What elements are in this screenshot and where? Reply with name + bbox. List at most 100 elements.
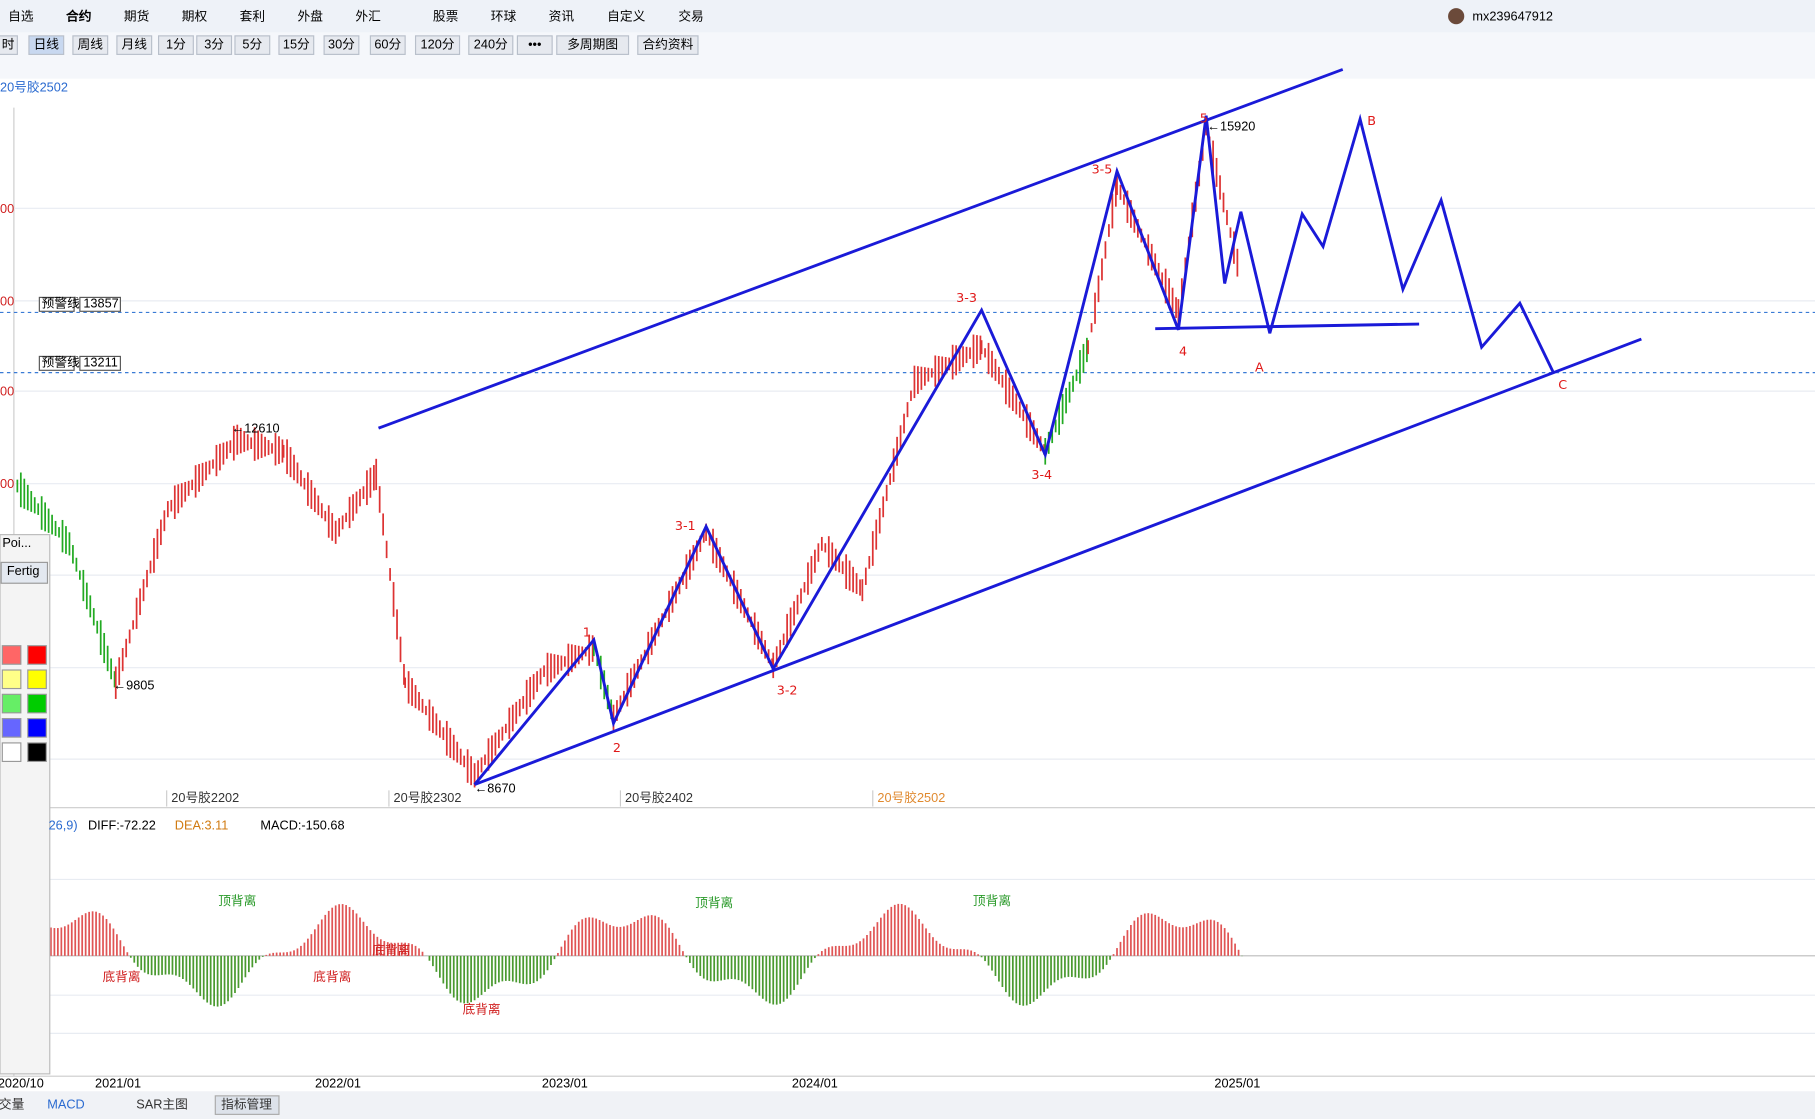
period-button[interactable] [468, 35, 514, 55]
period-label[interactable]: 60分 [374, 36, 401, 51]
period-button[interactable] [28, 35, 65, 55]
bottom-tab[interactable]: SAR主图 [136, 1096, 188, 1111]
price-label: ←12610 [232, 421, 280, 436]
menu-item[interactable]: 环球 [491, 9, 517, 24]
x-axis-label: 2020/10 [0, 1076, 44, 1091]
palette-swatches [1, 645, 47, 763]
user-name: mx239647912 [1472, 9, 1553, 24]
swatch[interactable] [27, 693, 47, 714]
period-button[interactable] [196, 35, 233, 55]
contract-label: 20号胶2502 [877, 790, 945, 805]
menu-item[interactable]: 期权 [182, 9, 208, 24]
period-label[interactable]: 合约资料 [642, 36, 693, 51]
period-button[interactable] [637, 35, 699, 55]
grid [13, 207, 1815, 1034]
menu-item[interactable]: 交易 [678, 9, 703, 24]
tab[interactable] [214, 1095, 280, 1115]
swatch[interactable] [27, 645, 47, 665]
period-button[interactable] [556, 35, 630, 55]
period-button[interactable] [72, 35, 109, 55]
alert-tag [79, 355, 121, 371]
menu-item[interactable]: 自选 [8, 9, 34, 24]
period-button[interactable] [414, 35, 461, 55]
drawing-palette [0, 534, 51, 1075]
swatch[interactable] [1, 742, 22, 763]
y-axis-label: 00 [0, 384, 14, 399]
bottom-tab[interactable]: MACD [47, 1096, 84, 1111]
macd-diff: DIFF:-72.22 [88, 818, 156, 833]
x-axis-label: 2022/01 [315, 1076, 361, 1091]
period-button[interactable] [116, 35, 153, 55]
period-button[interactable] [278, 35, 315, 55]
period-button[interactable] [234, 35, 271, 55]
period-label[interactable]: 多周期图 [567, 36, 618, 51]
period-button[interactable] [158, 35, 194, 55]
palette-title: Poi... [2, 535, 31, 550]
menu-item[interactable]: 股票 [433, 9, 459, 24]
alert-tag [38, 355, 75, 371]
alert-value: 13857 [83, 296, 118, 311]
period-label[interactable]: 3分 [204, 36, 224, 51]
wave-label: 5 [1200, 112, 1208, 127]
period-button[interactable] [369, 35, 406, 55]
swatch[interactable] [27, 669, 47, 690]
menu-item[interactable]: 合约 [65, 9, 92, 24]
swatch[interactable] [1, 669, 22, 690]
wave-label: C [1558, 378, 1567, 393]
menu-item[interactable]: 外盘 [297, 9, 323, 24]
divergence-label: 底背离 [462, 1002, 500, 1017]
swatch[interactable] [27, 742, 47, 763]
channel-lower [474, 337, 1642, 786]
menu-bar [0, 0, 1815, 33]
alert-value: 13211 [83, 355, 117, 370]
macd-params: 26,9) [49, 818, 78, 833]
period-button[interactable] [516, 35, 553, 55]
wave-label: B [1367, 114, 1376, 129]
x-axis-label: 2023/01 [542, 1076, 588, 1091]
menu-item[interactable]: 外汇 [355, 9, 381, 24]
period-label[interactable]: 1分 [166, 36, 186, 51]
period-label[interactable]: 日线 [34, 36, 60, 51]
period-label[interactable]: 月线 [122, 36, 148, 51]
swatch[interactable] [27, 718, 47, 738]
price-label: ←9805 [113, 678, 154, 693]
wave-path [473, 113, 1555, 786]
palette-button[interactable] [0, 561, 49, 584]
divergence-label: 底背离 [102, 969, 140, 984]
alert-tag [38, 296, 75, 312]
channel-upper [378, 68, 1344, 430]
menu-item[interactable]: 期货 [124, 9, 150, 24]
swatch[interactable] [1, 645, 22, 665]
swatch[interactable] [1, 718, 22, 738]
period-button[interactable] [323, 35, 360, 55]
period-label[interactable]: 120分 [421, 36, 455, 51]
bottom-tab[interactable]: 指标管理 [221, 1096, 272, 1111]
period-label[interactable]: 30分 [328, 36, 355, 51]
y-axis-label: 00 [0, 201, 14, 216]
drawings [378, 68, 1642, 786]
price-label: ←15920 [1207, 119, 1255, 134]
palette-button-label[interactable]: Fertig [7, 563, 40, 578]
period-label[interactable]: 240分 [474, 36, 508, 51]
period-label[interactable]: 15分 [283, 36, 310, 51]
menu-item[interactable]: 资讯 [549, 9, 575, 24]
period-label[interactable]: 时 [2, 36, 15, 51]
swatch[interactable] [1, 693, 22, 714]
menu-item[interactable]: 套利 [240, 9, 265, 24]
period-label[interactable]: ••• [528, 36, 541, 51]
alert-label: 预警线 [42, 355, 80, 370]
menu-item[interactable]: 自定义 [607, 9, 645, 24]
wave-label: 2 [613, 741, 621, 756]
period-label[interactable]: 5分 [242, 36, 262, 51]
period-label[interactable]: 周线 [78, 36, 104, 51]
period-button[interactable] [0, 35, 18, 55]
bottom-tab[interactable]: 交量 [0, 1096, 25, 1111]
avatar [1448, 8, 1465, 25]
divergence-label: 顶背离 [218, 893, 256, 908]
divergence-label: 底背离 [313, 969, 351, 984]
wave-label: 3-5 [1092, 163, 1113, 178]
alert-tag [79, 296, 121, 312]
wave-label: 3-2 [777, 683, 798, 698]
